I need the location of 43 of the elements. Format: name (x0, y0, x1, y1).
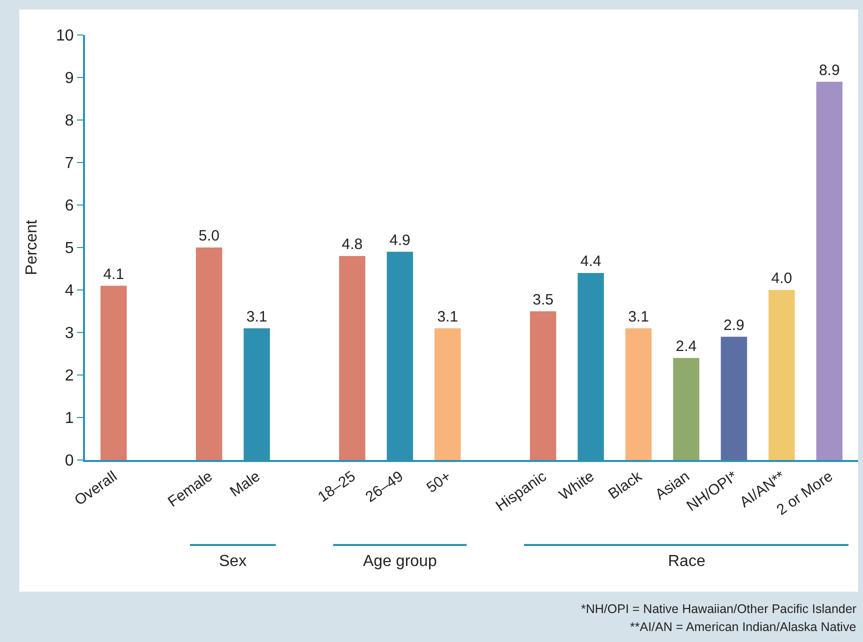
text: Age group (363, 553, 437, 570)
data-label: 4.4 (580, 253, 602, 270)
data-label: 2.4 (676, 338, 697, 355)
bar (720, 336, 748, 460)
data-label: 2.9 (724, 316, 744, 334)
data-label: 4.9 (389, 232, 410, 249)
y-tick-label: 6 (64, 198, 74, 215)
data-label: 3.1 (437, 308, 458, 326)
bar (100, 286, 127, 460)
text: Race (668, 553, 706, 570)
x-tick-label: 50+ (424, 468, 454, 497)
y-tick-label: 10 (56, 28, 74, 45)
y-tick-label: 4 (64, 282, 74, 300)
data-label: 3.1 (628, 308, 649, 326)
data-label: 4.1 (103, 266, 124, 283)
bar (673, 358, 700, 460)
data-label: 4.8 (342, 236, 363, 253)
data-label: 3.1 (246, 308, 268, 326)
y-tick-label: 9 (64, 70, 74, 88)
bar (530, 311, 556, 460)
text: **AI/AN = American Indian/Alaska Native (630, 620, 856, 634)
bar (434, 328, 461, 460)
bar (625, 328, 652, 460)
data-label: 4.0 (771, 270, 792, 287)
data-label: 3.5 (532, 291, 554, 308)
x-tick-label: Male (226, 468, 264, 501)
data-label: 8.9 (818, 62, 840, 79)
y-tick-label: 3 (64, 325, 74, 342)
x-tick-label: White (556, 468, 598, 504)
text: *NH/OPI = Native Hawaiian/Other Pacific Islander (581, 602, 856, 616)
bar (768, 290, 795, 460)
y-tick-label: 2 (64, 368, 74, 385)
y-axis-title: Percent (23, 219, 40, 276)
y-tick-label: 5 (64, 240, 74, 258)
data-label: 5.0 (198, 228, 220, 244)
bar (339, 256, 366, 460)
y-tick-label: 7 (64, 155, 74, 172)
bar (816, 82, 842, 460)
text: Sex (219, 553, 247, 570)
bar (196, 248, 222, 460)
y-tick-label: 0 (64, 452, 74, 470)
y-tick-label: 8 (64, 112, 74, 130)
y-tick-label: 1 (64, 410, 74, 428)
